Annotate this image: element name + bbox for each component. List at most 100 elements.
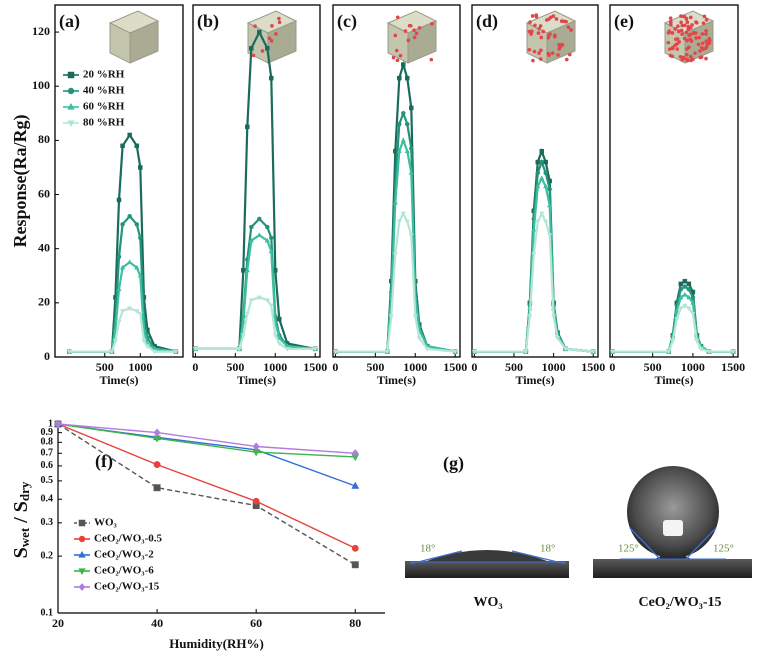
legend-marker	[78, 535, 86, 543]
particle	[260, 49, 265, 53]
particle	[697, 35, 702, 40]
marker	[192, 347, 199, 352]
particle	[688, 54, 693, 59]
y-tick-label: 80	[38, 132, 50, 146]
particle	[692, 30, 696, 35]
x-tick-label: 0	[332, 360, 338, 374]
legend-label: CeO₂/WO₃-15	[94, 581, 160, 593]
series-line	[57, 423, 356, 458]
marker	[392, 252, 398, 258]
particle	[569, 28, 573, 32]
cube-inset	[108, 10, 160, 64]
panel-label: (e)	[614, 11, 634, 32]
y-axis-label-part: dry	[17, 481, 32, 501]
marker	[452, 349, 458, 355]
y-axis-label: Swet / Sdry	[10, 481, 32, 558]
marker	[392, 199, 398, 205]
legend-label: 60 %RH	[83, 101, 125, 113]
panel-label: (a)	[59, 11, 80, 32]
particle	[678, 54, 683, 59]
marker	[674, 308, 680, 313]
particle	[684, 30, 689, 35]
marker	[256, 295, 262, 301]
plot-frame	[192, 4, 321, 358]
particle	[688, 15, 693, 20]
series-line	[474, 210, 594, 353]
particle	[677, 40, 681, 44]
marker	[245, 124, 250, 130]
droplet	[627, 466, 719, 558]
particle	[668, 22, 673, 27]
x-tick-label: 500	[366, 360, 384, 374]
particle	[539, 35, 544, 40]
y-axis-label-part: S	[10, 547, 32, 558]
particle	[277, 16, 281, 21]
series-line	[57, 423, 356, 566]
marker	[119, 264, 126, 270]
x-tick-label: 1500	[443, 360, 467, 374]
series-line	[57, 423, 356, 454]
plot-frame	[332, 4, 461, 358]
marker	[543, 219, 549, 225]
particle	[561, 19, 566, 24]
x-tick-label: 0	[471, 360, 477, 374]
particle	[398, 53, 403, 58]
marker	[134, 143, 140, 149]
marker	[252, 497, 260, 505]
panel-label: (c)	[337, 11, 357, 32]
caption: CeO₂/WO₃-15	[638, 595, 721, 610]
marker	[153, 484, 161, 492]
cube-inset	[246, 10, 298, 64]
marker	[539, 148, 544, 154]
particle	[531, 58, 535, 63]
marker	[312, 347, 318, 352]
marker	[127, 213, 132, 219]
particle	[682, 36, 687, 41]
tangent	[629, 527, 661, 560]
marker	[265, 46, 270, 51]
substrate	[593, 559, 752, 578]
particle	[544, 18, 549, 22]
marker	[138, 235, 143, 241]
marker	[686, 281, 692, 287]
particle	[547, 53, 551, 57]
particle	[686, 27, 691, 32]
marker	[706, 349, 712, 355]
marker	[404, 148, 410, 154]
marker	[384, 349, 390, 355]
particle	[403, 29, 408, 33]
particle	[666, 40, 671, 45]
marker	[471, 349, 478, 355]
particle	[532, 49, 537, 54]
contact-angle-photos: (g) 18° 18° 125° 125° WO₃ CeO₂/WO₃-15	[405, 453, 752, 610]
marker	[666, 349, 672, 355]
particle	[684, 17, 689, 21]
y-tick-label: 0.8	[41, 437, 54, 448]
x-tick-label: 20	[52, 616, 64, 630]
particle	[527, 47, 532, 52]
marker	[241, 268, 246, 273]
series-line	[57, 423, 356, 549]
particle	[675, 47, 680, 51]
x-tick-label: 1500	[581, 360, 605, 374]
particle	[429, 57, 434, 62]
legend-label: CeO₂/WO₃-0.5	[94, 533, 163, 545]
legend-marker	[78, 550, 86, 558]
marker	[730, 349, 736, 355]
marker	[249, 224, 254, 230]
marker	[265, 224, 270, 230]
particle	[679, 28, 684, 33]
marker	[401, 111, 406, 116]
marker	[240, 333, 246, 339]
x-axis-label: Time(s)	[654, 373, 693, 387]
marker	[400, 211, 406, 217]
particle	[554, 17, 559, 21]
particle	[533, 23, 537, 28]
marker	[412, 314, 418, 320]
marker	[351, 449, 359, 458]
marker	[134, 309, 140, 314]
marker	[405, 121, 410, 127]
particle	[683, 23, 687, 28]
particle	[253, 24, 257, 29]
marker	[698, 347, 704, 352]
